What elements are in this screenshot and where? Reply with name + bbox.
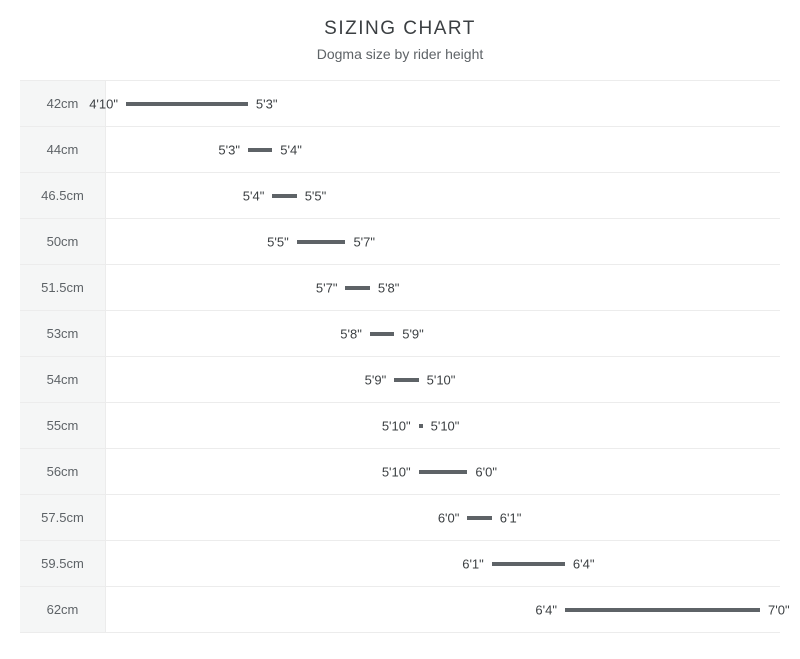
range-cell: 6'4"7'0": [106, 587, 780, 632]
range-cell: 5'7" 5'8": [106, 265, 780, 310]
size-row: 57.5cm 6'0" 6'1": [20, 495, 780, 541]
max-height-label: 5'10": [431, 418, 460, 433]
min-height-label: 5'8": [340, 326, 362, 341]
max-height-label: 6'4": [573, 556, 595, 571]
max-height-label: 5'9": [402, 326, 424, 341]
size-row: 62cm6'4"7'0": [20, 587, 780, 633]
range-cell: 5'10" 6'0": [106, 449, 780, 494]
range-bar: [565, 608, 760, 612]
range-cell: 5'8" 5'9": [106, 311, 780, 356]
range-bar: [248, 148, 272, 152]
size-label: 57.5cm: [20, 495, 106, 540]
max-height-label: 5'7": [353, 234, 375, 249]
chart-subtitle: Dogma size by rider height: [0, 46, 800, 62]
size-row: 55cm 5'10" 5'10": [20, 403, 780, 449]
range-bar: [345, 286, 369, 290]
size-row: 50cm 5'5" 5'7": [20, 219, 780, 265]
min-height-label: 5'9": [365, 372, 387, 387]
min-height-label: 5'7": [316, 280, 338, 295]
range-bar: [492, 562, 565, 566]
chart-title: SIZING CHART: [0, 18, 800, 40]
range-cell: 6'1" 6'4": [106, 541, 780, 586]
range-cell: 4'10"5'3": [106, 81, 780, 126]
min-height-label: 5'4": [243, 188, 265, 203]
range-cell: 5'5" 5'7": [106, 219, 780, 264]
max-height-label: 6'1": [500, 510, 522, 525]
size-row: 42cm4'10"5'3": [20, 81, 780, 127]
size-label: 51.5cm: [20, 265, 106, 310]
sizing-chart: 42cm4'10"5'3"44cm5'3"5'4"46.5cm5'4"5'5"5…: [20, 80, 780, 633]
max-height-label: 5'10": [427, 372, 456, 387]
max-height-label: 7'0": [768, 602, 790, 617]
max-height-label: 6'0": [475, 464, 497, 479]
max-height-label: 5'5": [305, 188, 327, 203]
range-cell: 5'10" 5'10": [106, 403, 780, 448]
size-label: 50cm: [20, 219, 106, 264]
range-bar: [370, 332, 394, 336]
size-row: 44cm 5'3" 5'4": [20, 127, 780, 173]
size-label: 59.5cm: [20, 541, 106, 586]
range-cell: 5'4" 5'5": [106, 173, 780, 218]
min-height-label: 6'1": [462, 556, 484, 571]
range-bar: [272, 194, 296, 198]
size-label: 56cm: [20, 449, 106, 494]
range-bar: [297, 240, 346, 244]
range-bar: [419, 470, 468, 474]
min-height-label: 5'10": [382, 464, 411, 479]
range-bar: [394, 378, 418, 382]
size-row: 54cm 5'9" 5'10": [20, 357, 780, 403]
min-height-label: 5'3": [218, 142, 240, 157]
sizing-chart-page: SIZING CHART Dogma size by rider height …: [0, 0, 800, 659]
size-label: 62cm: [20, 587, 106, 632]
max-height-label: 5'4": [280, 142, 302, 157]
min-height-label: 4'10": [89, 96, 118, 111]
size-label: 55cm: [20, 403, 106, 448]
size-row: 46.5cm 5'4" 5'5": [20, 173, 780, 219]
min-height-label: 5'5": [267, 234, 289, 249]
size-label: 53cm: [20, 311, 106, 356]
range-bar: [126, 102, 248, 106]
size-row: 56cm 5'10" 6'0": [20, 449, 780, 495]
size-row: 53cm 5'8" 5'9": [20, 311, 780, 357]
min-height-label: 5'10": [382, 418, 411, 433]
range-cell: 6'0" 6'1": [106, 495, 780, 540]
max-height-label: 5'3": [256, 96, 278, 111]
max-height-label: 5'8": [378, 280, 400, 295]
range-cell: 5'9" 5'10": [106, 357, 780, 402]
size-row: 51.5cm 5'7" 5'8": [20, 265, 780, 311]
min-height-label: 6'0": [438, 510, 460, 525]
size-row: 59.5cm 6'1" 6'4": [20, 541, 780, 587]
range-bar: [419, 424, 423, 428]
min-height-label: 6'4": [535, 602, 557, 617]
size-label: 46.5cm: [20, 173, 106, 218]
size-label: 44cm: [20, 127, 106, 172]
size-label: 54cm: [20, 357, 106, 402]
range-bar: [467, 516, 491, 520]
range-cell: 5'3" 5'4": [106, 127, 780, 172]
